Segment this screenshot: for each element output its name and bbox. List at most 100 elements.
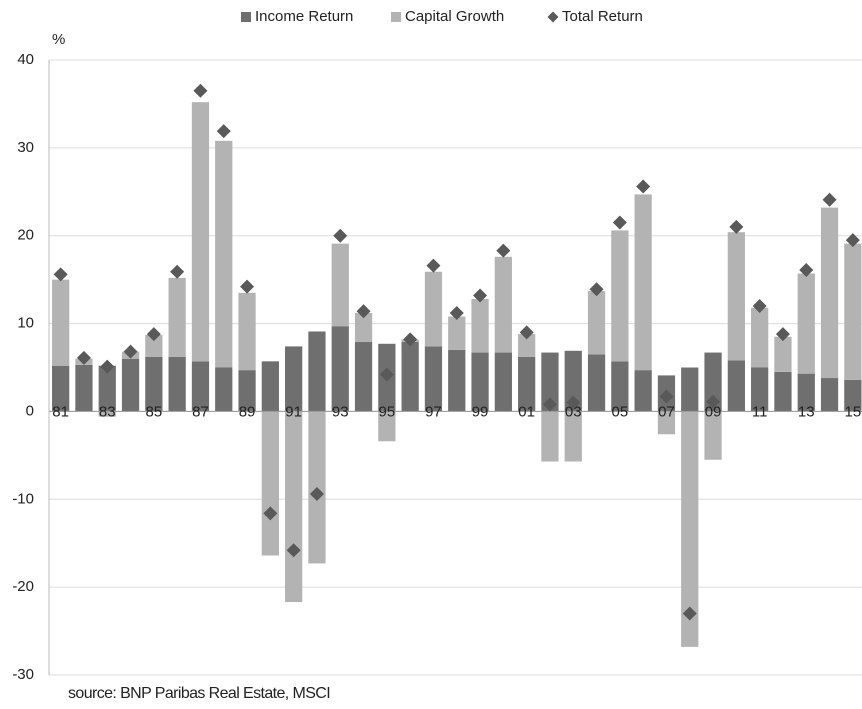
total-marker <box>53 267 68 282</box>
total-marker <box>426 258 441 273</box>
total-marker <box>775 327 790 342</box>
legend-label: Total Return <box>562 8 643 25</box>
y-tick-label: 30 <box>17 139 34 156</box>
legend-marker <box>547 11 559 23</box>
x-tick-label: 05 <box>612 403 629 420</box>
bar <box>75 364 93 412</box>
y-axis-unit: % <box>52 31 65 48</box>
y-tick-label: 10 <box>17 315 34 332</box>
bar <box>494 352 512 412</box>
bar <box>704 411 722 460</box>
bar <box>448 349 466 412</box>
bar <box>797 273 815 374</box>
x-tick-label: 85 <box>146 403 163 420</box>
x-tick-label: 15 <box>845 403 862 420</box>
bar <box>494 256 512 353</box>
x-tick-label: 91 <box>285 403 302 420</box>
bar <box>704 352 722 412</box>
total-marker <box>123 344 138 359</box>
x-tick-label: 11 <box>752 403 768 420</box>
legend-item: Income Return <box>241 8 353 25</box>
bar <box>541 411 559 462</box>
total-marker <box>729 219 744 234</box>
y-tick-label: 40 <box>17 51 34 68</box>
bar <box>308 331 326 412</box>
bar <box>424 271 443 347</box>
total-marker <box>542 397 557 412</box>
bar <box>448 316 466 350</box>
total-marker <box>589 282 604 297</box>
bar <box>261 361 279 412</box>
total-marker <box>240 279 255 294</box>
total-marker <box>333 228 348 243</box>
bar <box>215 367 233 412</box>
total-marker <box>263 506 278 521</box>
x-tick-label: 81 <box>52 403 69 420</box>
total-marker <box>309 487 324 502</box>
bar <box>238 292 256 371</box>
bar <box>797 373 815 412</box>
total-marker <box>659 389 674 404</box>
total-marker <box>822 192 837 207</box>
total-marker <box>170 264 185 279</box>
bar <box>611 230 629 362</box>
bar <box>261 411 279 556</box>
bar <box>354 313 373 343</box>
total-marker <box>146 327 161 342</box>
bar <box>424 346 443 412</box>
bar <box>285 411 303 603</box>
bar <box>727 360 745 412</box>
total-marker <box>379 367 394 382</box>
total-marker <box>356 304 371 319</box>
bar <box>820 378 839 412</box>
bar <box>587 354 606 412</box>
bar <box>145 334 163 357</box>
bar <box>98 365 116 412</box>
x-tick-label: 03 <box>565 403 582 420</box>
x-tick-label: 95 <box>379 403 396 420</box>
total-marker <box>845 233 860 248</box>
bar <box>145 356 163 412</box>
bar <box>844 243 862 380</box>
bar <box>98 411 116 417</box>
x-tick-label: 13 <box>798 403 815 420</box>
total-marker <box>449 306 464 321</box>
total-marker <box>76 350 91 365</box>
bar <box>681 411 699 647</box>
bar <box>191 361 210 412</box>
total-marker <box>519 325 534 340</box>
total-marker <box>636 179 651 194</box>
bar <box>774 336 792 372</box>
bar <box>285 346 303 412</box>
bar <box>401 342 419 412</box>
bar <box>191 102 210 362</box>
bar <box>52 279 70 366</box>
bar <box>471 298 489 353</box>
bar <box>634 370 652 412</box>
x-tick-label: 99 <box>472 403 489 420</box>
bar <box>121 358 140 412</box>
total-marker <box>216 124 231 139</box>
total-marker <box>286 543 301 558</box>
bar <box>168 356 186 412</box>
bar <box>774 371 792 412</box>
legend-item: Capital Growth <box>391 8 504 25</box>
bar <box>331 243 349 327</box>
x-tick-label: 09 <box>705 403 722 420</box>
bar <box>52 365 70 412</box>
bar <box>727 232 745 361</box>
legend-swatch <box>391 12 401 22</box>
bar <box>564 350 582 412</box>
total-marker <box>403 332 418 347</box>
bar <box>378 411 396 442</box>
total-marker <box>496 243 511 258</box>
total-marker <box>682 606 697 621</box>
bar <box>238 370 256 412</box>
bar <box>657 411 676 435</box>
legend-swatch <box>241 12 251 22</box>
bar <box>820 207 839 379</box>
y-tick-label: -30 <box>12 666 34 683</box>
bar <box>518 334 536 357</box>
